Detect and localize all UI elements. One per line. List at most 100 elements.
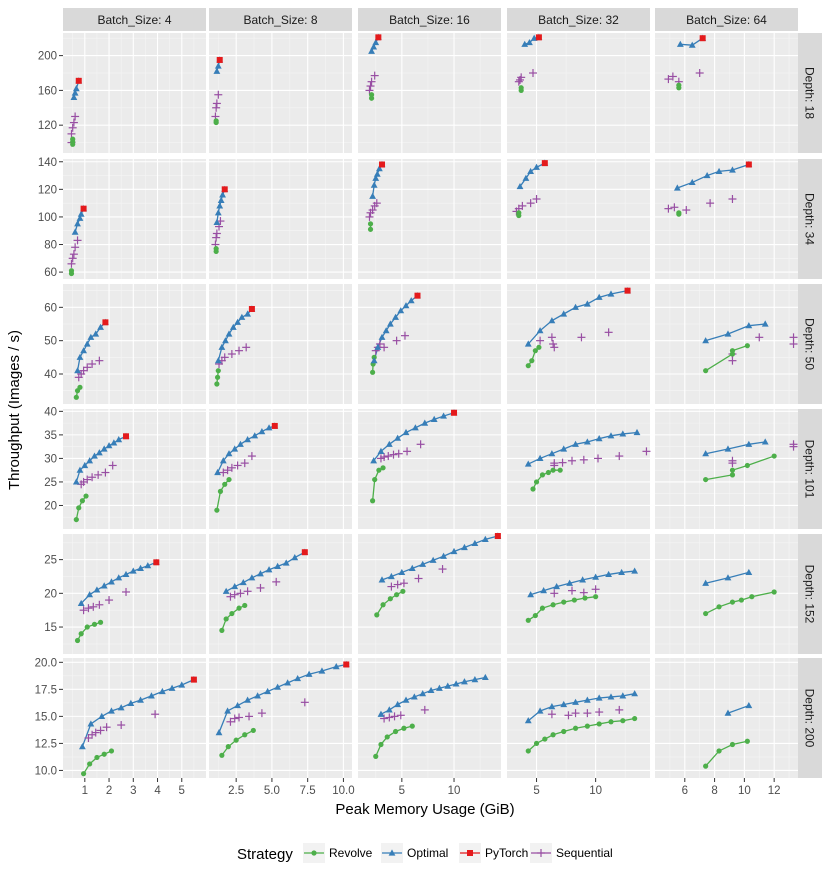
column-strip: Batch_Size: 64 [655, 8, 798, 31]
sequential-point [83, 475, 92, 484]
sequential-point [365, 86, 374, 95]
optimal-point [595, 435, 603, 442]
x-tick-label: 10.0 [332, 785, 354, 797]
panel [209, 33, 352, 153]
optimal-point [579, 576, 587, 583]
x-tick-label: 7.5 [300, 785, 316, 797]
optimal-point [410, 693, 418, 700]
sequential-point [518, 201, 527, 210]
optimal-point [127, 699, 135, 707]
revolve-point [525, 748, 531, 754]
panel [358, 532, 502, 654]
optimal-point [168, 684, 176, 691]
sequential-point [591, 585, 600, 594]
optimal-point [100, 445, 108, 452]
optimal-point [93, 586, 101, 593]
sequential-point [670, 203, 679, 212]
y-tick-label: 60 [44, 267, 57, 279]
sequential-point [537, 849, 545, 857]
optimal-point [110, 439, 118, 446]
revolve-point [91, 621, 98, 627]
sequential-point [579, 588, 588, 597]
optimal-point [724, 330, 732, 337]
panel-background [507, 159, 650, 279]
panel [63, 658, 206, 778]
x-tick-label: 10 [589, 785, 602, 797]
sequential-point [67, 129, 76, 138]
sequential-point [604, 328, 613, 337]
legend-label: Optimal [407, 846, 448, 860]
sequential-point [550, 459, 559, 468]
revolve-point [78, 631, 84, 637]
panel [358, 658, 501, 778]
revolve-point [87, 761, 93, 767]
optimal-point [702, 450, 710, 457]
column-strip-bg [209, 8, 352, 31]
sequential-point [594, 454, 602, 463]
optimal-point [258, 427, 266, 435]
revolve-point [561, 728, 567, 735]
sequential-point [240, 459, 249, 468]
sequential-point [212, 103, 221, 112]
revolve-point [223, 616, 229, 622]
optimal-point [444, 682, 452, 689]
sequential-point [380, 343, 389, 352]
optimal-point [715, 167, 723, 175]
optimal-point [631, 690, 639, 697]
optimal-point [231, 582, 239, 590]
revolve-point [744, 343, 750, 349]
optimal-point [724, 574, 732, 581]
optimal-point [115, 435, 123, 443]
optimal-point [225, 450, 233, 457]
optimal-point [536, 707, 544, 714]
optimal-point [461, 678, 468, 685]
revolve-point [572, 725, 579, 731]
revolve-point [215, 368, 221, 374]
optimal-point [374, 343, 382, 350]
optimal-point [688, 178, 696, 186]
sequential-point [71, 112, 80, 121]
y-tick-label: 200 [38, 51, 57, 63]
optimal-point [408, 564, 416, 571]
optimal-point [481, 673, 489, 681]
column-strip: Batch_Size: 16 [358, 8, 501, 31]
optimal-point [83, 340, 91, 347]
sequential-point [68, 254, 77, 263]
panel-background [209, 33, 352, 153]
revolve-point [703, 763, 709, 769]
sequential-point [550, 343, 559, 352]
row-strip-label: Depth: 34 [803, 193, 817, 245]
revolve-point [409, 723, 415, 729]
optimal-point [137, 696, 144, 703]
y-tick-label: 12.5 [35, 738, 57, 750]
panel [209, 658, 352, 778]
pytorch-point [699, 35, 706, 42]
revolve-point [77, 384, 83, 390]
sequential-point [230, 590, 239, 599]
x-tick-label: 2.5 [228, 785, 244, 797]
sequential-point [105, 596, 114, 605]
sequential-point [579, 455, 588, 464]
y-tick-label: 160 [38, 85, 57, 97]
legend-items: Revolve Optimal PyTorch Sequential [303, 843, 613, 863]
revolve-point [101, 751, 107, 757]
sequential-point [547, 710, 556, 719]
sequential-point [392, 336, 401, 345]
revolve-point [596, 721, 602, 727]
optimal-point [78, 743, 86, 750]
revolve-point [539, 472, 546, 478]
optimal-point [407, 297, 415, 304]
sequential-point [420, 705, 429, 714]
optimal-point [524, 460, 532, 467]
optimal-point [378, 576, 386, 583]
revolve-point [533, 740, 540, 747]
legend-item-optimal: Optimal [381, 843, 448, 863]
optimal-point [745, 568, 753, 576]
row-strip: Depth: 50 [797, 284, 822, 404]
panel-background [655, 409, 798, 529]
sequential-point [226, 717, 235, 726]
optimal-point [419, 560, 427, 567]
optimal-point [745, 701, 753, 709]
y-tick-label: 20 [44, 500, 57, 512]
y-tick-label: 140 [38, 157, 57, 169]
